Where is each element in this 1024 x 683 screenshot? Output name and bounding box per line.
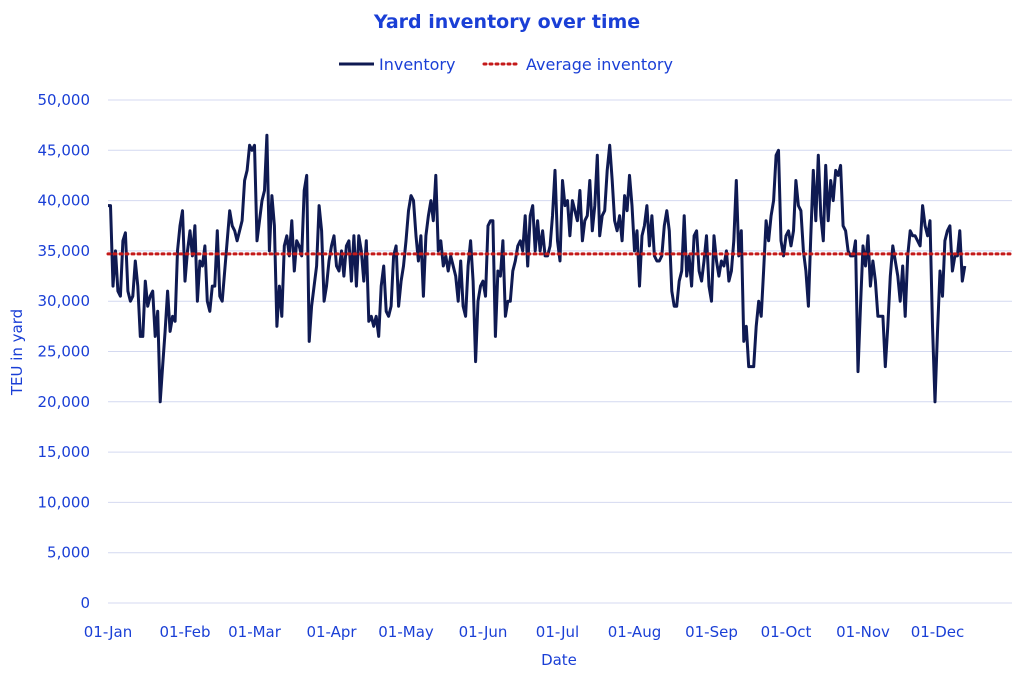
x-axis-label: Date: [541, 651, 577, 669]
series-layer: [106, 133, 1014, 404]
gridlines: [108, 99, 1012, 604]
y-tick-label: 50,000: [38, 91, 91, 109]
y-tick-label: 10,000: [38, 493, 91, 511]
y-tick-label: 30,000: [38, 292, 91, 310]
x-axis-ticks: 01-Jan 01-Feb 01-Mar 01-Apr 01-May 01-Jun 01-J…: [84, 623, 964, 641]
x-tick-label: 01-Sep: [685, 623, 738, 641]
legend-label-average: Average inventory: [526, 55, 673, 74]
y-tick-label: 40,000: [38, 192, 91, 210]
y-tick-label: 25,000: [38, 343, 91, 361]
x-tick-label: 01-Oct: [761, 623, 812, 641]
y-tick-label: 15,000: [38, 443, 91, 461]
y-tick-label: 5,000: [47, 544, 90, 562]
y-tick-label: 35,000: [38, 242, 91, 260]
x-tick-label: 01-Aug: [608, 623, 661, 641]
y-tick-label: 20,000: [38, 393, 91, 411]
chart-title: Yard inventory over time: [373, 11, 640, 33]
x-tick-label: 01-Mar: [228, 623, 282, 641]
x-tick-label: 01-Nov: [836, 623, 890, 641]
x-tick-label: 01-Apr: [306, 623, 357, 641]
y-tick-label: 45,000: [38, 141, 91, 159]
y-tick-label: 0: [80, 594, 90, 612]
x-tick-label: 01-May: [378, 623, 434, 641]
y-axis-ticks: 0 5,000 10,000 15,000 20,000 25,000 30,000 35,0…: [38, 91, 91, 612]
legend-label-inventory: Inventory: [379, 55, 455, 74]
legend: Inventory Average inventory: [339, 55, 673, 74]
x-tick-label: 01-Jan: [84, 623, 132, 641]
x-tick-label: 01-Jul: [536, 623, 579, 641]
series-line-inventory: [108, 133, 967, 404]
x-tick-label: 01-Jun: [459, 623, 508, 641]
y-axis-label: TEU in yard: [8, 309, 26, 396]
x-tick-label: 01-Feb: [159, 623, 210, 641]
x-tick-label: 01-Dec: [911, 623, 965, 641]
